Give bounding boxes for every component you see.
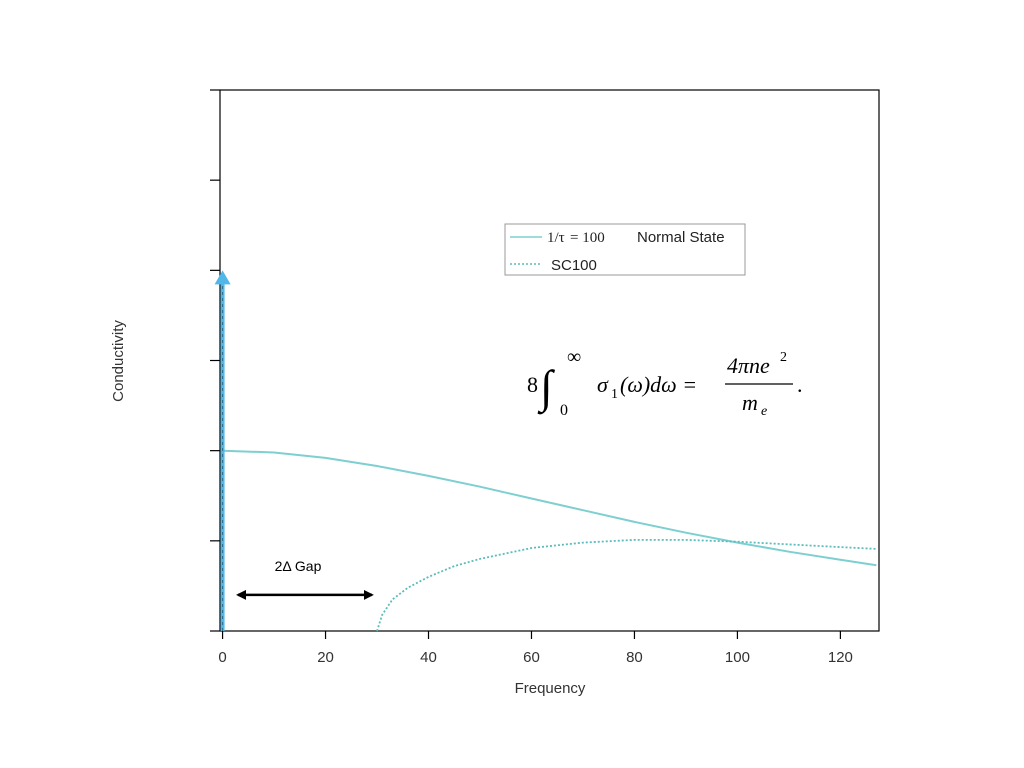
legend-label-normal-state: Normal State bbox=[637, 229, 725, 246]
x-tick-label: 20 bbox=[317, 649, 334, 666]
eq-denominator: m bbox=[742, 390, 758, 415]
eq-period: . bbox=[797, 372, 803, 397]
delta-peak-arrowhead bbox=[214, 270, 231, 285]
legend-label-rate: 1/τ bbox=[547, 230, 565, 246]
legend-box bbox=[504, 223, 746, 276]
x-tick-label: 120 bbox=[828, 649, 853, 666]
eq-sigma: σ bbox=[597, 372, 609, 397]
x-axis-title: Frequency bbox=[515, 680, 586, 697]
x-tick-label: 80 bbox=[626, 649, 643, 666]
x-tick-label: 40 bbox=[420, 649, 437, 666]
eq-lower-limit: 0 bbox=[560, 402, 568, 419]
eq-upper-limit: ∞ bbox=[567, 346, 581, 368]
sum-rule-equation: 8 ∫ ∞ 0 σ 1 (ω)dω = 4πne 2 m e . bbox=[527, 346, 803, 419]
eq-numerator: 4πne bbox=[727, 353, 770, 378]
gap-label: 2Δ Gap bbox=[275, 558, 322, 574]
eq-integrand: (ω)dω = bbox=[620, 372, 697, 397]
y-axis-title: Conductivity bbox=[110, 320, 127, 402]
y-axis-ticks bbox=[210, 89, 220, 632]
series-line-sc bbox=[376, 539, 877, 632]
x-axis-ticks bbox=[221, 631, 841, 639]
eq-integral-sign: ∫ bbox=[537, 361, 555, 415]
x-tick-label: 0 bbox=[218, 649, 226, 666]
series-line-normal bbox=[222, 449, 877, 567]
delta-peak bbox=[214, 270, 231, 631]
x-axis-tick-labels: 0 20 40 60 80 100 120 bbox=[218, 649, 853, 666]
eq-coefficient: 8 bbox=[527, 372, 538, 397]
eq-numerator-superscript: 2 bbox=[780, 350, 787, 365]
series-layer bbox=[222, 449, 877, 632]
legend: 1/τ = 100 Normal State SC100 bbox=[504, 223, 746, 276]
eq-denominator-subscript: e bbox=[761, 404, 767, 419]
legend-label-sc: SC100 bbox=[551, 257, 597, 274]
legend-label-rate-value: = 100 bbox=[570, 230, 605, 246]
eq-sigma-subscript: 1 bbox=[611, 387, 618, 402]
x-tick-label: 60 bbox=[523, 649, 540, 666]
x-tick-label: 100 bbox=[725, 649, 750, 666]
